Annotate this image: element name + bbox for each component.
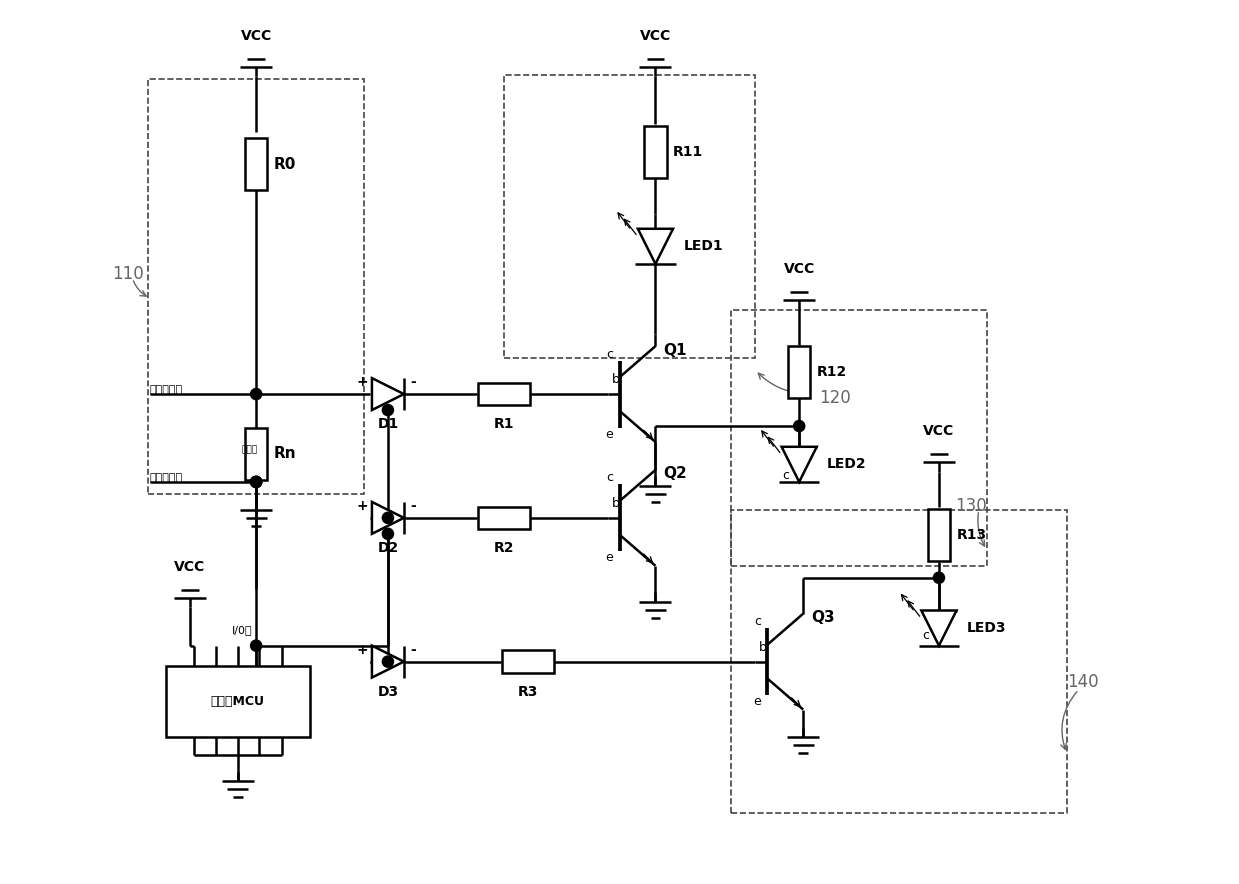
Text: I/0口: I/0口 — [232, 625, 252, 636]
Text: D1: D1 — [378, 417, 399, 431]
Text: c: c — [783, 469, 789, 482]
Text: LED3: LED3 — [966, 621, 1006, 635]
Circle shape — [794, 421, 805, 431]
Text: -: - — [410, 499, 416, 513]
Bar — [166, 666, 310, 737]
Text: VCC: VCC — [923, 424, 954, 438]
Polygon shape — [638, 229, 673, 264]
Text: VCC: VCC — [783, 262, 815, 276]
Text: e: e — [606, 552, 613, 564]
Text: VCC: VCC — [175, 560, 206, 574]
Text: 130: 130 — [955, 497, 986, 514]
Text: e: e — [753, 695, 761, 708]
Text: R1: R1 — [493, 417, 514, 431]
Bar — [731, 310, 986, 566]
Text: -: - — [410, 643, 416, 657]
Text: Rn: Rn — [274, 446, 296, 461]
Bar — [788, 346, 810, 398]
Circle shape — [250, 476, 261, 487]
Circle shape — [250, 640, 261, 652]
Text: +: + — [357, 499, 368, 513]
Text: D3: D3 — [378, 685, 399, 699]
Bar — [644, 126, 667, 178]
Bar — [502, 651, 554, 673]
Bar — [245, 138, 268, 190]
Text: 第一输入端: 第一输入端 — [150, 385, 183, 395]
Text: 调光用: 调光用 — [242, 446, 258, 454]
Text: e: e — [606, 428, 613, 440]
Text: +: + — [357, 643, 368, 657]
Text: R13: R13 — [957, 529, 986, 543]
Text: Q3: Q3 — [812, 610, 835, 625]
Bar — [245, 428, 268, 480]
Circle shape — [383, 512, 394, 523]
Text: LED1: LED1 — [684, 240, 724, 254]
Text: b: b — [612, 373, 620, 386]
Polygon shape — [922, 611, 957, 645]
Text: b: b — [612, 497, 620, 510]
Text: R11: R11 — [673, 145, 704, 159]
Text: R2: R2 — [493, 541, 514, 555]
Text: R0: R0 — [274, 156, 296, 171]
Circle shape — [250, 476, 261, 487]
Bar — [478, 507, 529, 529]
Circle shape — [933, 572, 944, 583]
Text: c: c — [606, 347, 613, 361]
Text: -: - — [410, 375, 416, 389]
Text: 140: 140 — [1067, 673, 1098, 690]
Bar — [731, 510, 1067, 813]
Bar — [928, 509, 950, 561]
Text: c: c — [922, 629, 929, 642]
Text: R12: R12 — [817, 365, 847, 378]
Polygon shape — [782, 446, 817, 482]
Text: R3: R3 — [518, 685, 538, 699]
Polygon shape — [372, 378, 404, 410]
Text: 第二输入端: 第二输入端 — [150, 473, 183, 483]
Text: b: b — [760, 641, 767, 654]
Text: 120: 120 — [819, 389, 851, 407]
Text: +: + — [357, 375, 368, 389]
Text: Q2: Q2 — [663, 467, 688, 482]
Text: VCC: VCC — [240, 28, 271, 42]
Circle shape — [383, 529, 394, 539]
Bar — [149, 79, 364, 494]
Text: LED2: LED2 — [828, 457, 867, 471]
Text: c: c — [606, 471, 613, 484]
Bar — [504, 74, 756, 358]
Text: VCC: VCC — [639, 28, 672, 42]
Text: Q1: Q1 — [663, 343, 686, 358]
Polygon shape — [372, 502, 404, 534]
Text: c: c — [753, 615, 761, 629]
Bar — [478, 383, 529, 405]
Circle shape — [383, 656, 394, 667]
Text: 110: 110 — [113, 265, 144, 283]
Circle shape — [250, 388, 261, 400]
Circle shape — [383, 405, 394, 415]
Circle shape — [250, 476, 261, 487]
Text: D2: D2 — [378, 541, 399, 555]
Text: 主控板MCU: 主控板MCU — [211, 695, 265, 708]
Polygon shape — [372, 645, 404, 677]
